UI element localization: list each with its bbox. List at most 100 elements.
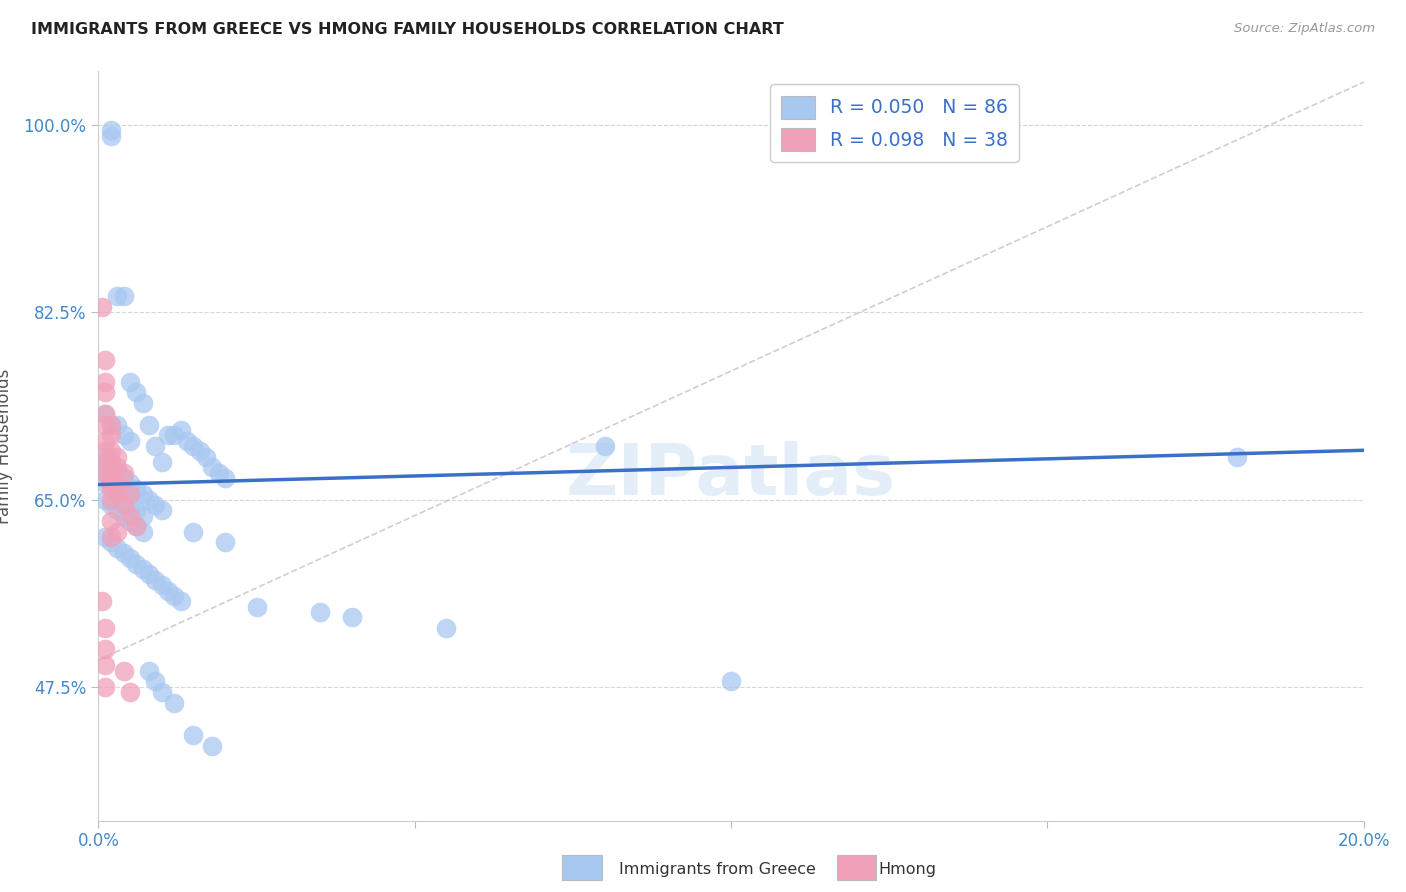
Point [100, 471, 122, 485]
Point [120, 514, 141, 528]
Text: Immigrants from Greece: Immigrants from Greece [619, 863, 815, 877]
Text: ZIPatlas: ZIPatlas [567, 442, 896, 510]
Point [194, 450, 218, 464]
Point [169, 423, 191, 437]
Point [163, 428, 186, 442]
Point [309, 605, 332, 619]
Point [93, 444, 117, 458]
Point [100, 482, 122, 496]
Point [93, 530, 117, 544]
Point [125, 519, 148, 533]
Point [132, 396, 155, 410]
Point [107, 450, 129, 464]
Point [100, 514, 122, 528]
Point [214, 535, 236, 549]
Point [93, 417, 117, 432]
Point [93, 621, 117, 635]
Text: Hmong: Hmong [879, 863, 936, 877]
Point [214, 471, 236, 485]
Point [93, 407, 117, 421]
Point [93, 492, 117, 507]
Point [107, 524, 129, 539]
Point [100, 476, 122, 491]
Point [107, 466, 129, 480]
Point [100, 444, 122, 458]
Point [107, 487, 129, 501]
Point [169, 594, 191, 608]
Point [93, 434, 117, 448]
Point [107, 482, 129, 496]
Point [100, 455, 122, 469]
Point [93, 680, 117, 694]
Point [112, 289, 135, 303]
Point [132, 562, 155, 576]
Point [100, 123, 122, 137]
Point [436, 621, 458, 635]
Point [100, 535, 122, 549]
Point [112, 498, 135, 512]
Point [107, 417, 129, 432]
Point [112, 492, 135, 507]
Point [93, 466, 117, 480]
Point [163, 696, 186, 710]
Point [188, 444, 211, 458]
Point [183, 524, 205, 539]
Point [112, 546, 135, 560]
Point [125, 482, 148, 496]
Point [107, 541, 129, 555]
Point [120, 434, 141, 448]
Y-axis label: Family Households: Family Households [0, 368, 13, 524]
Point [100, 417, 122, 432]
Point [107, 487, 129, 501]
Point [132, 524, 155, 539]
Point [100, 476, 122, 491]
Point [100, 492, 122, 507]
Point [138, 664, 160, 678]
Point [93, 375, 117, 389]
Point [107, 476, 129, 491]
Point [100, 417, 122, 432]
Point [112, 466, 135, 480]
Point [138, 492, 160, 507]
Point [100, 128, 122, 143]
Point [201, 460, 224, 475]
Point [93, 450, 117, 464]
Point [107, 503, 129, 517]
Point [138, 417, 160, 432]
Point [100, 471, 122, 485]
Point [93, 460, 117, 475]
Point [246, 599, 269, 614]
Point [93, 353, 117, 368]
Text: IMMIGRANTS FROM GREECE VS HMONG FAMILY HOUSEHOLDS CORRELATION CHART: IMMIGRANTS FROM GREECE VS HMONG FAMILY H… [31, 22, 783, 37]
Point [125, 385, 148, 400]
Point [340, 610, 363, 624]
Point [138, 567, 160, 582]
Point [720, 674, 742, 689]
Point [183, 439, 205, 453]
Point [93, 385, 117, 400]
Point [120, 685, 141, 699]
Point [125, 519, 148, 533]
Point [145, 573, 166, 587]
Point [100, 428, 122, 442]
Point [145, 674, 166, 689]
Point [157, 583, 180, 598]
Point [93, 642, 117, 657]
Point [150, 455, 173, 469]
Point [112, 664, 135, 678]
Point [100, 460, 122, 475]
Point [176, 434, 198, 448]
Point [120, 487, 141, 501]
Point [183, 728, 205, 742]
Point [93, 455, 117, 469]
Point [93, 466, 117, 480]
Point [100, 530, 122, 544]
Point [132, 508, 155, 523]
Point [112, 508, 135, 523]
Point [93, 476, 117, 491]
Point [125, 557, 148, 571]
Point [120, 487, 141, 501]
Point [107, 289, 129, 303]
Point [112, 482, 135, 496]
Point [125, 503, 148, 517]
